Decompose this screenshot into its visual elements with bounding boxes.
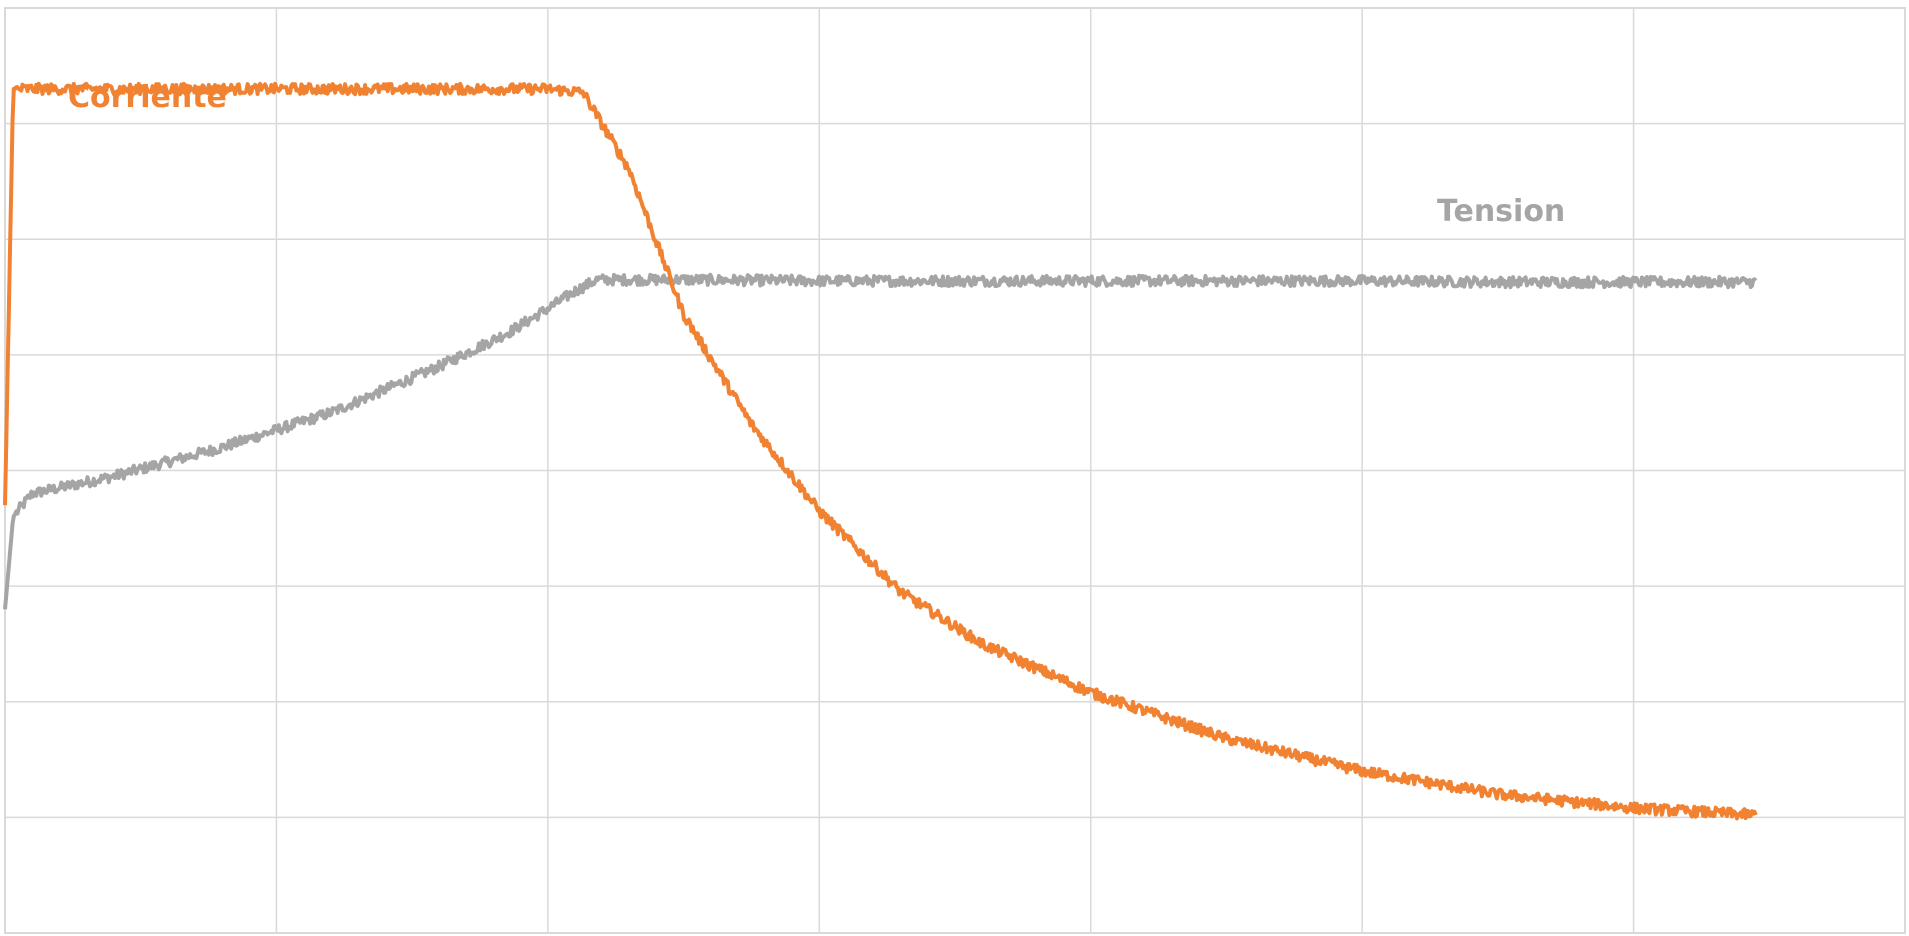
series-line-corriente	[3, 81, 1758, 821]
gridlines	[5, 8, 1905, 933]
series-line-tension	[3, 272, 1758, 610]
series-label-tension: Tension	[1437, 194, 1565, 229]
series-lines	[3, 81, 1758, 821]
series-label-corriente: Corriente	[68, 80, 227, 115]
